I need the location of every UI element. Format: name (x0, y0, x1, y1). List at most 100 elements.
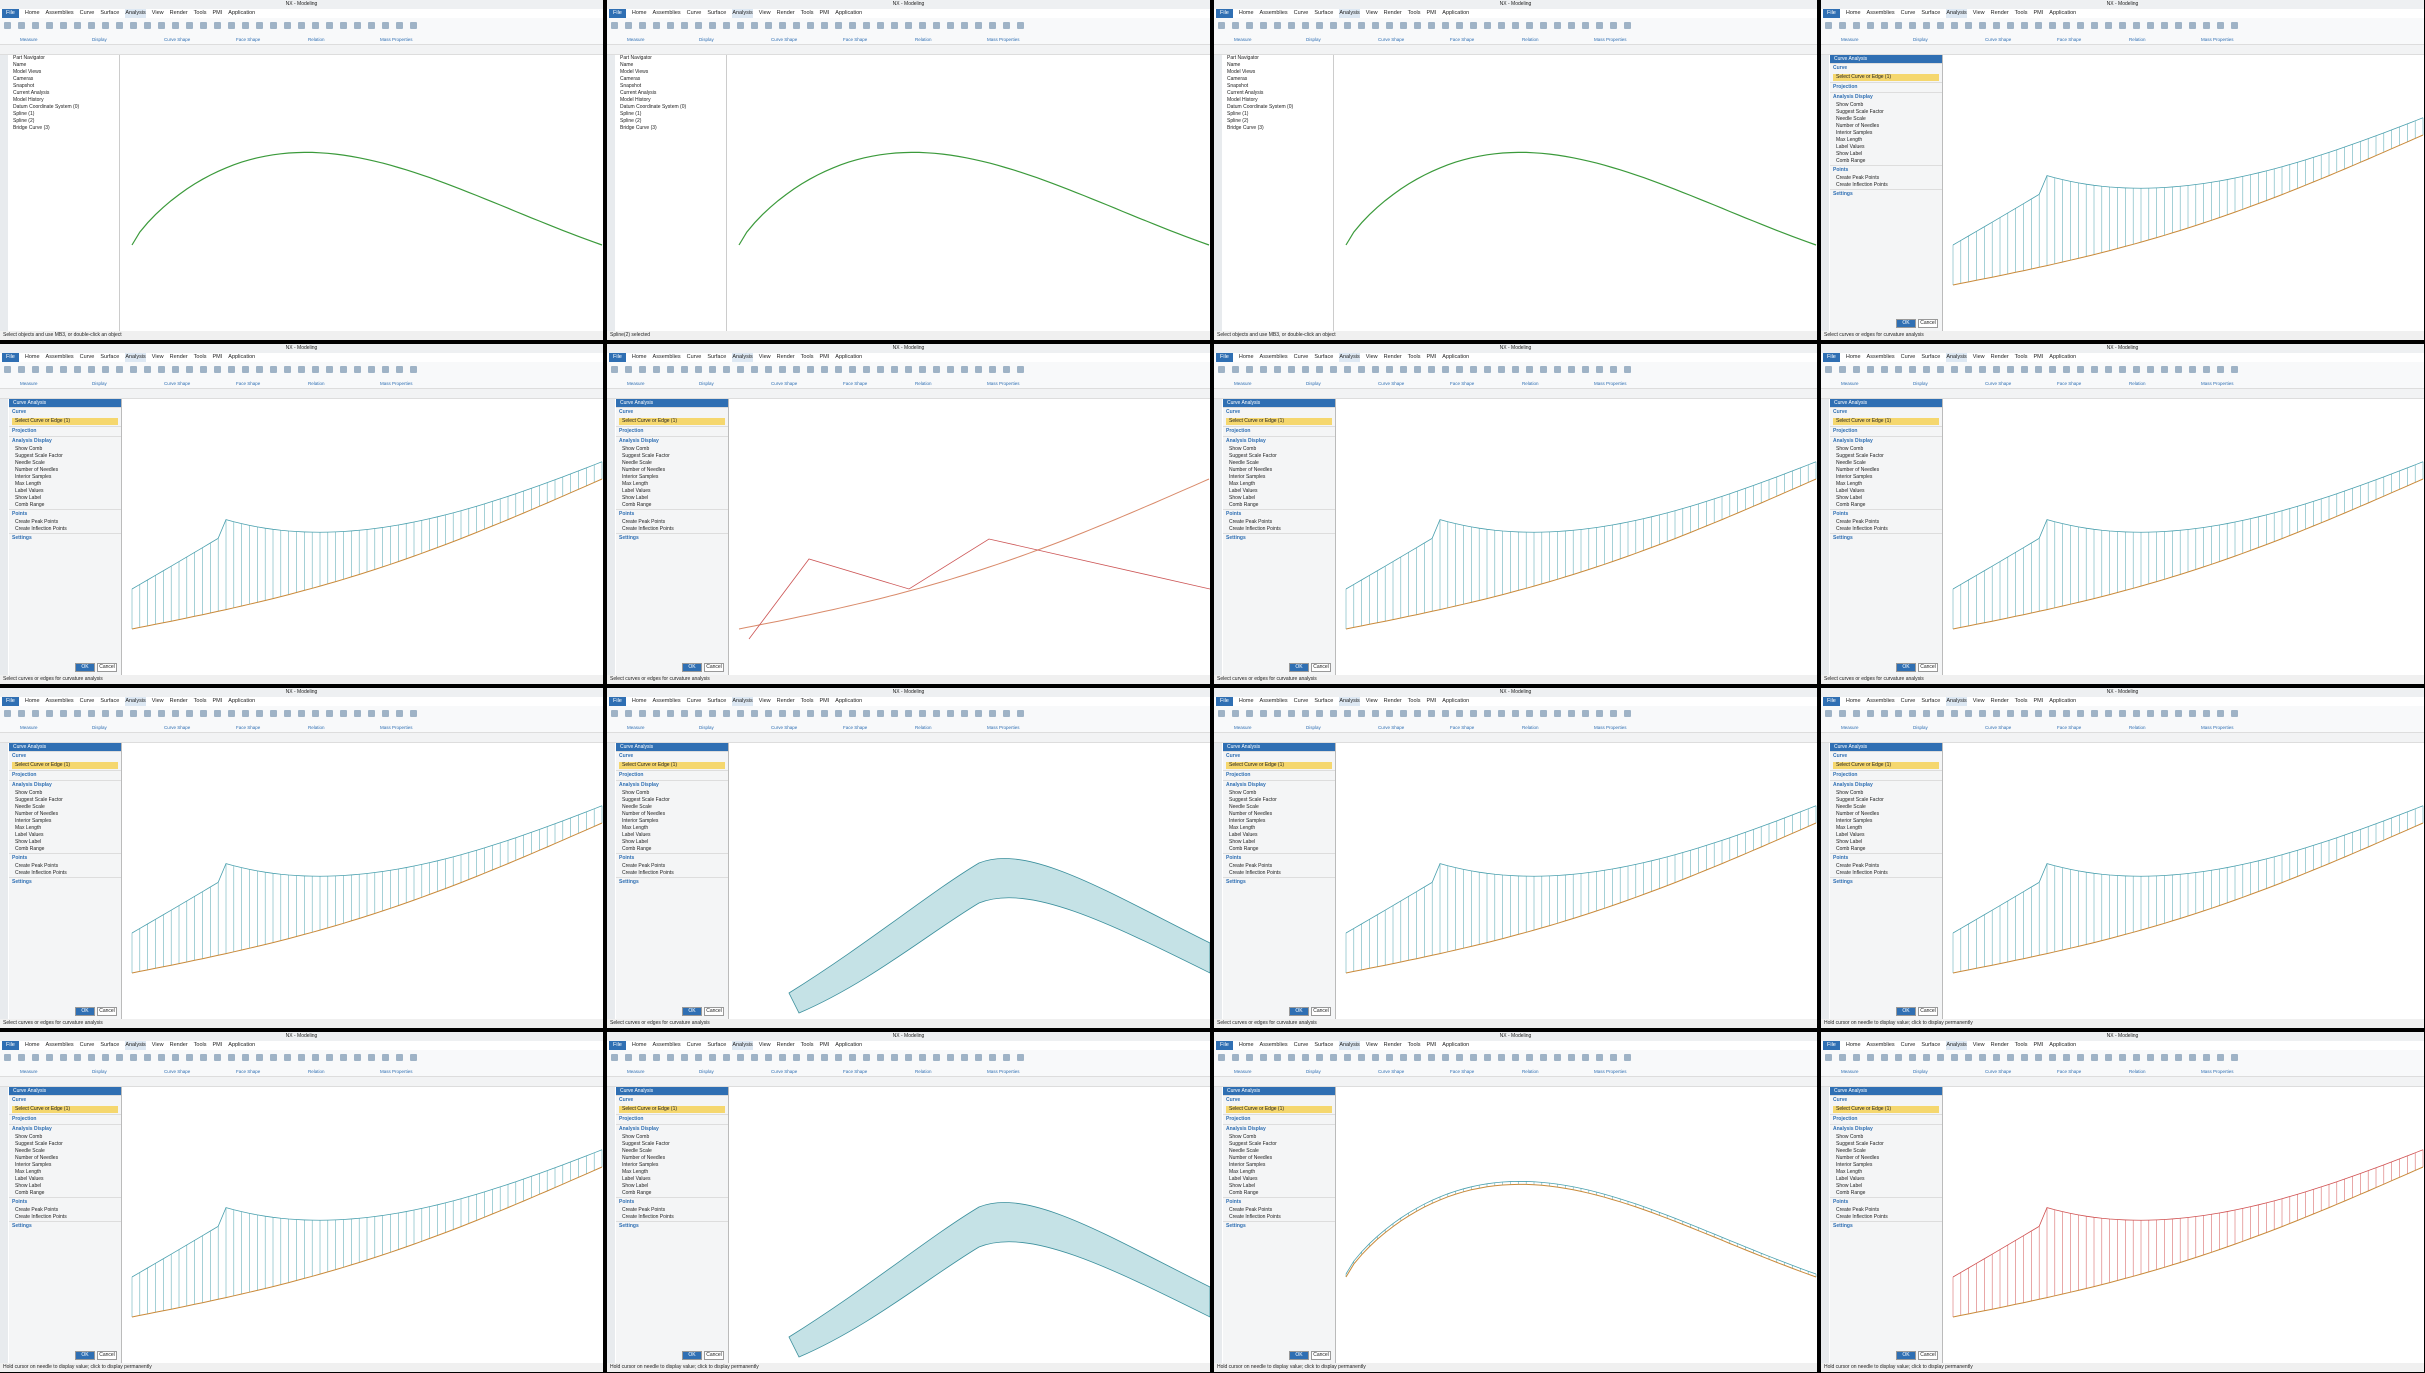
ribbon-icon[interactable] (1232, 366, 1239, 373)
ribbon-icon[interactable] (947, 1054, 954, 1061)
ribbon-icon[interactable] (737, 1054, 744, 1061)
menu-item[interactable]: Assemblies (652, 698, 681, 704)
option[interactable]: Max Length (1229, 1169, 1256, 1175)
ribbon-icon[interactable] (835, 710, 842, 717)
ribbon-icon[interactable] (2119, 366, 2126, 373)
option[interactable]: Label Values (622, 832, 651, 838)
menu-item[interactable]: File (609, 9, 626, 18)
ribbon-icon[interactable] (863, 366, 870, 373)
ribbon-icon[interactable] (877, 366, 884, 373)
menu-item[interactable]: Curve (1293, 698, 1309, 704)
ribbon-icon[interactable] (961, 366, 968, 373)
ribbon-icon[interactable] (1344, 22, 1351, 29)
ribbon-icon[interactable] (214, 710, 221, 717)
ribbon-icon[interactable] (172, 710, 179, 717)
navigator-item[interactable]: Cameras (1227, 76, 1248, 82)
menu-item[interactable]: Curve (686, 354, 702, 360)
ribbon-icon[interactable] (1470, 1054, 1477, 1061)
ribbon-icon[interactable] (4, 710, 11, 717)
menu-item[interactable]: PMI (212, 10, 223, 16)
option[interactable]: Suggest Scale Factor (15, 1141, 63, 1147)
menu-item[interactable]: View (1972, 354, 1985, 360)
ribbon-icon[interactable] (326, 710, 333, 717)
menu-item[interactable]: Render (169, 354, 188, 360)
section-header[interactable]: Points (616, 853, 728, 863)
menu-item[interactable]: Render (1383, 10, 1402, 16)
ribbon-icon[interactable] (2007, 366, 2014, 373)
cancel-button[interactable]: Cancel (1311, 1007, 1331, 1016)
ribbon-icon[interactable] (340, 710, 347, 717)
ribbon-icon[interactable] (961, 22, 968, 29)
ribbon-icon[interactable] (2217, 366, 2224, 373)
menu-item[interactable]: Application (2049, 698, 2077, 704)
option[interactable]: Label Values (15, 488, 44, 494)
ribbon-icon[interactable] (1540, 710, 1547, 717)
ribbon-icon[interactable] (877, 22, 884, 29)
section-header[interactable]: Curve (1830, 407, 1942, 417)
ribbon-icon[interactable] (158, 710, 165, 717)
cancel-button[interactable]: Cancel (97, 1007, 117, 1016)
ribbon-icon[interactable] (2133, 366, 2140, 373)
ribbon-icon[interactable] (1246, 22, 1253, 29)
ribbon-icon[interactable] (1017, 366, 1024, 373)
ribbon-icon[interactable] (2231, 366, 2238, 373)
ribbon-icon[interactable] (1428, 366, 1435, 373)
selection-field[interactable]: Select Curve or Edge (1) (12, 1106, 118, 1113)
ribbon-icon[interactable] (1951, 22, 1958, 29)
option[interactable]: Create Peak Points (15, 863, 59, 869)
ribbon-icon[interactable] (1909, 710, 1916, 717)
ribbon-icon[interactable] (1512, 366, 1519, 373)
section-header[interactable]: Points (1830, 853, 1942, 863)
graphics-viewport[interactable] (122, 1087, 603, 1363)
ribbon-icon[interactable] (298, 366, 305, 373)
ribbon-icon[interactable] (186, 22, 193, 29)
ribbon-icon[interactable] (60, 710, 67, 717)
ribbon-icon[interactable] (849, 1054, 856, 1061)
menu-item[interactable]: File (1823, 9, 1840, 18)
ribbon-icon[interactable] (1853, 1054, 1860, 1061)
ribbon-icon[interactable] (368, 710, 375, 717)
ribbon-icon[interactable] (158, 22, 165, 29)
option[interactable]: Label Values (15, 1176, 44, 1182)
ribbon-icon[interactable] (2189, 366, 2196, 373)
section-header[interactable]: Analysis Display (616, 1124, 728, 1134)
ribbon-icon[interactable] (396, 22, 403, 29)
ribbon-icon[interactable] (200, 710, 207, 717)
option[interactable]: Needle Scale (622, 460, 652, 466)
ribbon-icon[interactable] (849, 366, 856, 373)
ribbon-icon[interactable] (1302, 22, 1309, 29)
option[interactable]: Create Peak Points (1229, 863, 1273, 869)
selection-field[interactable]: Select Curve or Edge (1) (1833, 74, 1939, 81)
option[interactable]: Interior Samples (622, 474, 659, 480)
ribbon-icon[interactable] (410, 366, 417, 373)
ribbon-icon[interactable] (270, 710, 277, 717)
ribbon-icon[interactable] (1839, 22, 1846, 29)
ribbon-icon[interactable] (1484, 366, 1491, 373)
option[interactable]: Needle Scale (1836, 1148, 1866, 1154)
ribbon-icon[interactable] (1386, 710, 1393, 717)
menu-item[interactable]: Curve (1293, 354, 1309, 360)
ribbon-icon[interactable] (4, 1054, 11, 1061)
option[interactable]: Suggest Scale Factor (15, 453, 63, 459)
ribbon-icon[interactable] (1526, 366, 1533, 373)
ribbon-icon[interactable] (1596, 366, 1603, 373)
ribbon-icon[interactable] (1540, 1054, 1547, 1061)
option[interactable]: Interior Samples (1836, 130, 1873, 136)
ribbon-icon[interactable] (1568, 1054, 1575, 1061)
ribbon-icon[interactable] (1979, 1054, 1986, 1061)
menu-item[interactable]: Render (1990, 354, 2009, 360)
ribbon-icon[interactable] (1512, 1054, 1519, 1061)
ribbon-icon[interactable] (2063, 1054, 2070, 1061)
section-header[interactable]: Curve (9, 407, 121, 417)
ribbon-icon[interactable] (1965, 1054, 1972, 1061)
ribbon-icon[interactable] (214, 22, 221, 29)
option[interactable]: Create Peak Points (622, 1207, 666, 1213)
ribbon-icon[interactable] (821, 22, 828, 29)
menu-item[interactable]: Render (1990, 10, 2009, 16)
menu-item[interactable]: Home (1238, 1042, 1254, 1048)
section-header[interactable]: Settings (9, 877, 121, 887)
menu-item[interactable]: Tools (2014, 698, 2028, 704)
ribbon-icon[interactable] (1470, 710, 1477, 717)
menu-item[interactable]: Assemblies (45, 1042, 74, 1048)
ribbon-icon[interactable] (975, 366, 982, 373)
